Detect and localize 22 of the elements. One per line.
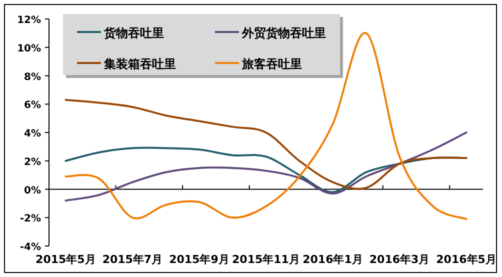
legend-label: 旅客吞吐里 xyxy=(241,57,302,71)
y-tick-label: 2% xyxy=(24,156,41,168)
y-tick-label: -2% xyxy=(20,214,41,225)
line-series xyxy=(64,132,468,202)
legend-label: 集装箱吞吐里 xyxy=(103,57,176,71)
x-tick-label: 2015年9月 xyxy=(169,253,230,266)
y-tick-label: 0% xyxy=(24,185,41,196)
x-tick-label: 2016年3月 xyxy=(369,253,430,266)
y-tick-label: 8% xyxy=(24,72,41,83)
x-tick-label: 2016年5月 xyxy=(436,253,496,266)
x-tick-label: 2015年5月 xyxy=(36,253,96,266)
y-tick-label: 10% xyxy=(17,43,41,54)
line-series xyxy=(64,98,468,190)
x-tick-label: 2015年11月 xyxy=(232,253,300,266)
x-tick-label: 2016年1月 xyxy=(302,253,363,266)
x-tick-label: 2015年7月 xyxy=(102,253,163,266)
y-tick-label: -4% xyxy=(20,242,41,253)
legend-label: 外贸货物吞吐里 xyxy=(241,26,326,40)
y-tick-label: 12% xyxy=(17,15,41,26)
y-tick-label: 6% xyxy=(24,100,41,112)
legend-label: 货物吞吐里 xyxy=(103,26,164,40)
y-tick-label: 4% xyxy=(24,128,41,140)
